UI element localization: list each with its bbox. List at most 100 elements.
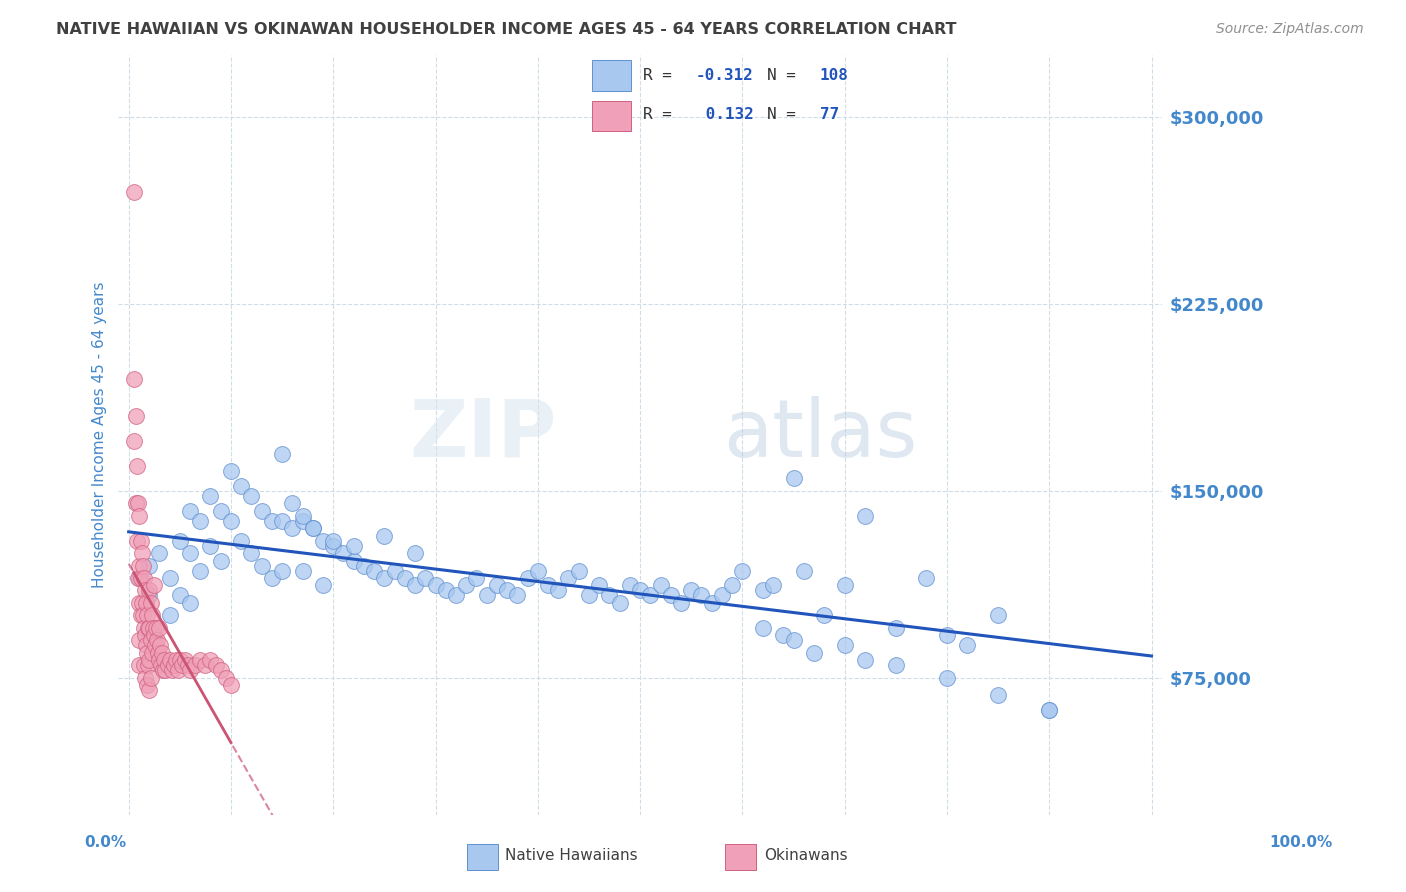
Point xyxy=(179,546,201,560)
Point xyxy=(803,646,825,660)
Point xyxy=(129,571,152,585)
Point xyxy=(128,508,150,523)
Point xyxy=(188,653,211,667)
Point xyxy=(148,546,170,560)
Text: 0.0%: 0.0% xyxy=(84,836,127,850)
Point xyxy=(143,578,166,592)
Point xyxy=(128,571,150,585)
Point xyxy=(834,638,856,652)
Point xyxy=(131,596,153,610)
Point xyxy=(465,571,488,585)
Point xyxy=(915,571,938,585)
Point xyxy=(271,514,294,528)
Point xyxy=(184,658,207,673)
Point xyxy=(384,564,406,578)
Point xyxy=(219,514,242,528)
Point xyxy=(291,508,314,523)
Point xyxy=(547,583,569,598)
Text: N =: N = xyxy=(766,107,814,122)
Point xyxy=(1038,703,1060,717)
Point xyxy=(204,658,226,673)
Point xyxy=(456,578,478,592)
Point xyxy=(853,653,876,667)
Point xyxy=(148,653,170,667)
Point xyxy=(169,653,191,667)
Point xyxy=(122,185,145,199)
Point xyxy=(131,546,153,560)
Point xyxy=(200,489,222,503)
Point xyxy=(527,564,550,578)
Point xyxy=(373,529,395,543)
Point xyxy=(291,564,314,578)
Point xyxy=(136,621,159,635)
Point xyxy=(568,564,591,578)
Point xyxy=(138,683,160,698)
Point xyxy=(179,663,201,677)
Text: Source: ZipAtlas.com: Source: ZipAtlas.com xyxy=(1216,22,1364,37)
Point xyxy=(128,558,150,573)
Point xyxy=(619,578,641,592)
Point xyxy=(138,589,160,603)
Point xyxy=(128,633,150,648)
Point xyxy=(404,546,426,560)
Point xyxy=(122,434,145,448)
Bar xyxy=(725,844,756,870)
Point xyxy=(353,558,375,573)
Point xyxy=(444,589,467,603)
Point xyxy=(659,589,682,603)
Point xyxy=(159,571,181,585)
Point xyxy=(956,638,979,652)
Point xyxy=(215,671,238,685)
Point xyxy=(125,458,148,473)
Point xyxy=(557,571,579,585)
Point xyxy=(135,596,157,610)
Point xyxy=(128,658,150,673)
Point xyxy=(134,628,156,642)
Point xyxy=(177,658,200,673)
Point xyxy=(163,658,186,673)
Point xyxy=(271,564,294,578)
Point xyxy=(681,583,703,598)
Point xyxy=(159,653,181,667)
Point xyxy=(138,621,160,635)
Point xyxy=(200,653,222,667)
Point xyxy=(231,479,253,493)
Point xyxy=(413,571,436,585)
Point xyxy=(485,578,508,592)
Text: 0.132: 0.132 xyxy=(696,107,754,122)
Point xyxy=(884,621,907,635)
Point xyxy=(156,658,179,673)
Point xyxy=(141,596,163,610)
Point xyxy=(373,571,395,585)
Point xyxy=(496,583,519,598)
Point xyxy=(150,658,173,673)
Point xyxy=(179,504,201,518)
Point xyxy=(188,514,211,528)
Bar xyxy=(592,101,631,131)
Point xyxy=(312,578,335,592)
Bar xyxy=(592,61,631,91)
Point xyxy=(793,564,815,578)
Point xyxy=(628,583,651,598)
Point xyxy=(260,571,283,585)
Point xyxy=(132,658,155,673)
Point xyxy=(129,608,152,623)
Text: R =: R = xyxy=(643,68,681,83)
Point xyxy=(142,621,165,635)
Point xyxy=(884,658,907,673)
Point xyxy=(853,508,876,523)
Point xyxy=(174,653,197,667)
Bar xyxy=(467,844,498,870)
Point xyxy=(134,671,156,685)
Point xyxy=(537,578,560,592)
Point xyxy=(141,671,163,685)
Point xyxy=(813,608,835,623)
Point xyxy=(125,533,148,548)
Point xyxy=(281,496,304,510)
Point xyxy=(125,409,148,424)
Point xyxy=(650,578,672,592)
Point xyxy=(170,658,193,673)
Point xyxy=(762,578,785,592)
Point xyxy=(782,633,804,648)
Point xyxy=(209,553,232,567)
